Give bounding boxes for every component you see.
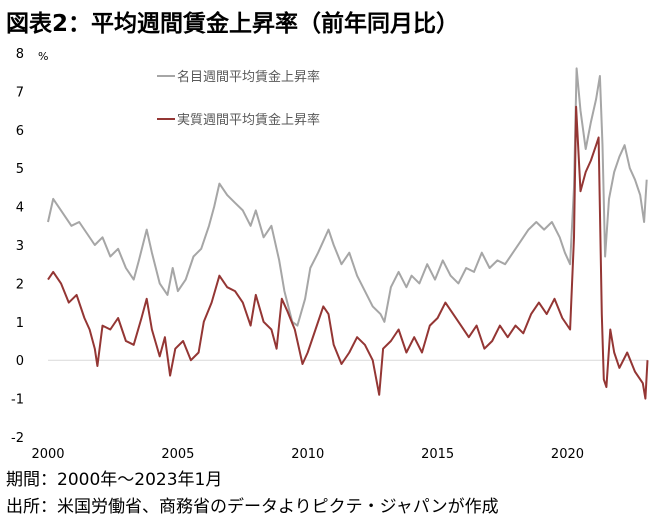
series-line-nominal <box>47 67 648 327</box>
y-axis-unit-label: % <box>38 50 48 63</box>
y-tick-label: 2 <box>16 277 24 292</box>
x-tick-label: 2005 <box>161 447 194 462</box>
legend-label: 実質週間平均賃金上昇率 <box>177 112 320 128</box>
y-tick-label: 7 <box>16 85 24 100</box>
y-tick-label: 6 <box>16 124 24 139</box>
y-tick-label: 5 <box>16 162 24 177</box>
y-tick-label: 3 <box>16 239 24 254</box>
x-axis-tick-labels: 2000 2005 2010 2015 2020 <box>31 447 584 462</box>
y-tick-label: -1 <box>11 393 24 408</box>
series-line-real <box>47 105 649 400</box>
y-tick-label: 8 <box>16 47 24 62</box>
x-tick-label: 2010 <box>291 447 324 462</box>
y-tick-label: 0 <box>16 354 24 369</box>
legend-label: 名目週間平均賃金上昇率 <box>177 69 320 85</box>
series-lines <box>47 67 649 400</box>
y-tick-label: 1 <box>16 316 24 331</box>
chart-title: 図表2：平均週間賃金上昇率（前年同月比） <box>6 11 460 37</box>
y-tick-label: -2 <box>11 431 24 446</box>
y-axis-tick-labels: 8 7 6 5 4 3 2 1 0 -1 -2 <box>11 47 24 446</box>
footnote-period: 期間：2000年～2023年1月 <box>6 470 223 490</box>
x-tick-label: 2000 <box>31 447 64 462</box>
footnote-source: 出所：米国労働省、商務省のデータよりピクテ・ジャパンが作成 <box>6 497 499 517</box>
y-tick-label: 4 <box>16 201 24 216</box>
x-tick-label: 2020 <box>551 447 584 462</box>
x-tick-label: 2015 <box>421 447 454 462</box>
